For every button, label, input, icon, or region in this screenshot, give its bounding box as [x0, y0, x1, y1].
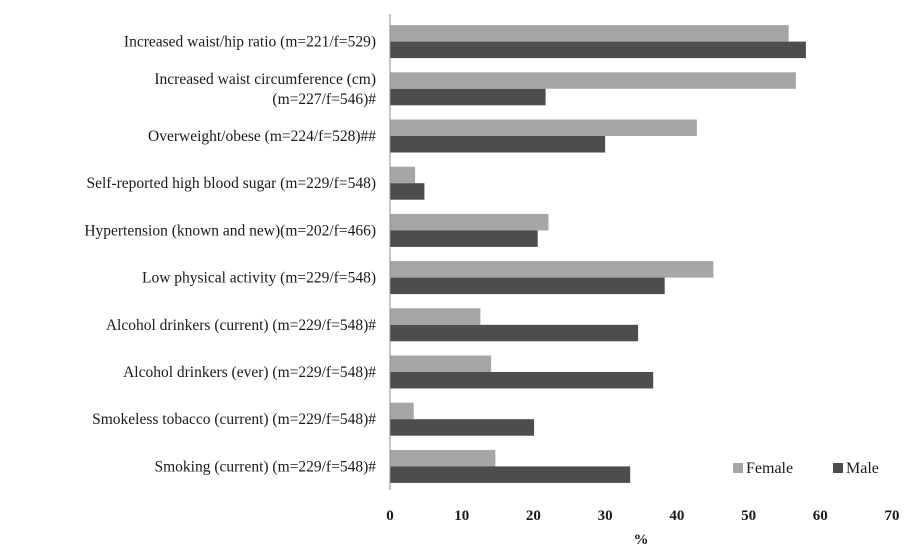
x-axis-ticks: 0 10 20 30 40 50 60 70 [386, 508, 899, 524]
bar-female-3 [390, 166, 416, 184]
x-tick-label: 10 [454, 508, 469, 524]
category-label: (m=227/f=546)# [272, 91, 376, 108]
category-label: Increased waist/hip ratio (m=221/f=529) [124, 34, 376, 51]
x-tick-label: 20 [526, 508, 541, 524]
category-label: Self-reported high blood sugar (m=229/f=… [86, 175, 376, 192]
category-label: Alcohol drinkers (current) (m=229/f=548)… [106, 317, 376, 334]
legend-label-male: Male [846, 460, 879, 477]
category-label: Overweight/obese (m=224/f=528)## [148, 128, 376, 145]
category-label: Alcohol drinkers (ever) (m=229/f=548)# [123, 364, 376, 381]
bar-female-9 [390, 449, 496, 467]
x-tick-label: 0 [386, 508, 394, 524]
legend-swatch-male [833, 463, 843, 473]
bar-female-0 [390, 25, 789, 42]
bar-male-0 [390, 41, 806, 59]
x-tick-label: 40 [669, 508, 684, 524]
bar-female-6 [390, 308, 481, 325]
bar-female-4 [390, 213, 549, 231]
bar-male-3 [390, 183, 425, 200]
category-label: Low physical activity (m=229/f=548) [142, 270, 376, 287]
category-label: Smokeless tobacco (current) (m=229/f=548… [92, 411, 376, 428]
legend-swatch-female [733, 463, 743, 473]
bar-female-2 [390, 119, 697, 136]
bar-male-2 [390, 136, 606, 153]
bar-male-9 [390, 466, 631, 483]
bar-male-5 [390, 277, 665, 295]
bar-male-4 [390, 230, 538, 247]
legend-label-female: Female [746, 460, 793, 477]
x-tick-label: 30 [598, 508, 613, 524]
x-tick-label: 50 [741, 508, 756, 524]
bar-male-7 [390, 372, 654, 389]
bar-female-7 [390, 355, 492, 372]
category-label: Smoking (current) (m=229/f=548)# [154, 458, 376, 475]
x-tick-label: 70 [885, 508, 900, 524]
bar-male-8 [390, 419, 535, 436]
x-tick-label: 60 [813, 508, 828, 524]
bar-female-8 [390, 402, 414, 420]
category-label: Increased waist circumference (cm) [154, 71, 376, 88]
legend: Female Male [733, 460, 879, 477]
bar-male-1 [390, 88, 546, 106]
bar-male-6 [390, 324, 639, 342]
category-label: Hypertension (known and new)(m=202/f=466… [84, 222, 376, 239]
bar-female-1 [390, 72, 796, 89]
x-axis-title: % [634, 532, 649, 547]
bar-female-5 [390, 261, 714, 278]
plot-area: Increased waist/hip ratio (m=221/f=529) I… [84, 25, 806, 483]
